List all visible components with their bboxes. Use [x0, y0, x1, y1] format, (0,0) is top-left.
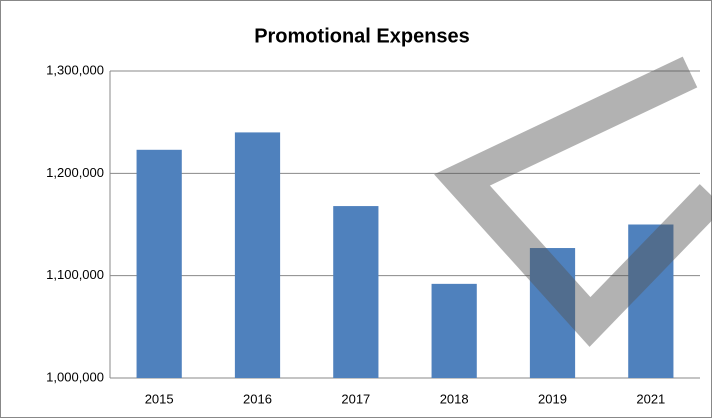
y-tick-label: 1,200,000: [46, 165, 104, 180]
x-tick-label: 2015: [145, 391, 174, 406]
bar: [333, 206, 379, 378]
plot-area: 1,000,000 1,100,000 1,200,000 1,300,000 2015…: [46, 62, 700, 406]
x-tick-label: 2017: [341, 391, 370, 406]
x-tick-label: 2019: [538, 391, 567, 406]
chart-title: Promotional Expenses: [254, 25, 470, 47]
x-tick-label: 2021: [636, 391, 665, 406]
watermark: [434, 56, 712, 347]
bar: [628, 224, 674, 378]
bar: [136, 149, 182, 378]
x-tick-label: 2016: [243, 391, 272, 406]
bar: [529, 248, 576, 378]
y-tick-label: 1,000,000: [46, 369, 104, 384]
x-tick-label: 2018: [440, 391, 469, 406]
y-tick-label: 1,100,000: [46, 267, 104, 282]
bar: [234, 132, 281, 378]
bar: [431, 283, 477, 378]
y-tick-label: 1,300,000: [46, 62, 104, 77]
